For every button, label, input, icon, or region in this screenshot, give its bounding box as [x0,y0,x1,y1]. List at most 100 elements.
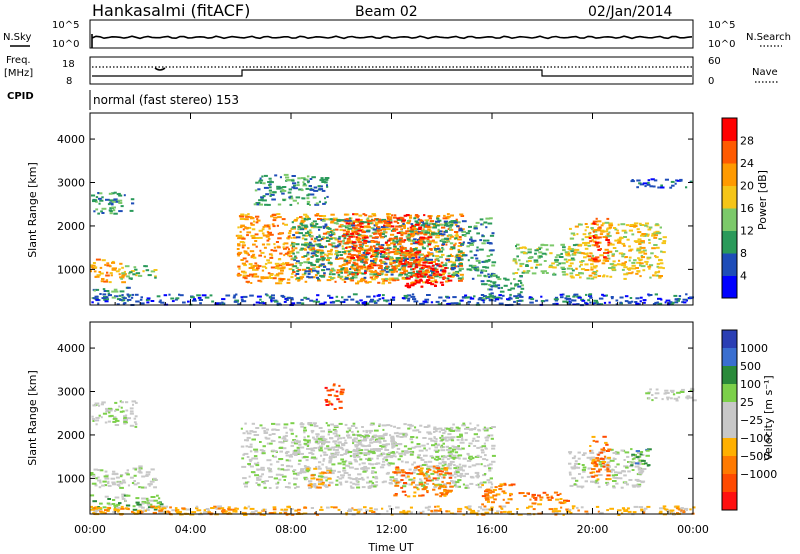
power-cell [649,294,653,296]
power-cell [262,182,266,185]
power-cell [239,215,245,218]
velocity-cell [676,391,681,394]
velocity-cell [448,476,453,479]
velocity-cell [443,467,447,470]
power-cell [357,223,362,226]
velocity-cell [114,473,119,476]
power-cell [438,274,443,276]
power-cell [130,296,134,299]
power-cell [370,249,375,252]
velocity-cell [364,452,369,455]
power-cell [277,203,282,206]
velocity-cell [427,468,432,471]
velocity-cell [327,484,331,487]
velocity-cell [297,472,302,475]
velocity-cell [392,452,396,455]
power-cell [449,255,454,257]
power-cell [398,240,402,243]
velocity-cell [289,428,294,431]
velocity-cell [616,477,620,480]
power-cell [345,260,349,263]
power-cell [405,230,410,233]
velocity-cell [90,494,95,497]
power-cell [284,223,288,226]
power-cell [385,273,389,276]
velocity-cell [321,482,325,485]
velocity-cell [303,426,307,429]
power-cell [281,188,285,191]
velocity-cell [353,456,357,458]
power-cell [320,237,324,240]
cpid-value: normal (fast stereo) 153 [93,93,239,107]
velocity-cell [483,426,486,429]
velocity-cell [369,463,374,466]
power-cell [428,217,432,220]
power-cell [593,229,599,232]
velocity-cell [410,441,414,444]
power-cell [589,296,593,299]
power-cell [455,235,458,238]
velocity-cell [432,465,436,468]
velocity-cell [304,465,310,468]
power-cell [170,297,175,300]
power-cell [415,261,420,263]
velocity-cell [430,439,435,442]
velocity-cell [605,450,610,452]
power-cell [534,252,537,255]
velocity-cell [121,401,124,404]
velocity-cell [326,389,332,392]
velocity-cell [566,499,570,502]
power-cell [322,236,325,239]
power-cell [257,279,262,282]
power-cell [593,266,597,269]
power-cell [254,240,258,242]
power-cell [308,229,312,232]
velocity-cell [608,461,611,464]
power-cell [454,223,458,226]
power-cell [312,250,317,253]
velocity-cell [241,465,247,468]
velocity-cell [418,449,424,452]
power-cell [335,251,338,254]
velocity-cell [433,436,436,439]
power-cell [218,303,222,306]
velocity-cell [607,478,612,481]
velocity-cell [422,473,425,476]
power-cell [486,279,491,282]
power-cell [281,218,286,221]
velocity-cell [281,475,287,478]
power-cell [648,226,653,229]
velocity-cell [248,458,253,461]
power-cell [337,244,341,247]
velocity-cell [367,451,373,454]
velocity-cell [379,445,383,447]
velocity-cell [637,457,640,460]
velocity-cell [313,425,319,428]
velocity-cell [135,401,138,404]
power-cell [387,246,390,249]
power-cell [583,256,587,259]
velocity-cell [602,447,605,450]
power-cell [309,204,311,206]
power-cell [237,265,241,268]
power-cell [420,267,423,270]
power-cell [301,243,304,246]
velocity-cell [594,482,600,485]
velocity-cell [499,483,505,486]
velocity-cell [460,447,465,450]
velocity-cell [418,483,424,486]
power-cell [481,223,484,226]
velocity-cell [290,432,294,435]
velocity-cell [409,438,414,441]
power-cell [533,260,539,263]
power-cell [321,178,327,181]
velocity-cell [123,418,128,421]
velocity-cell [342,436,346,439]
velocity-cell [326,400,331,403]
velocity-cell [344,439,347,442]
velocity-cell [271,422,276,425]
power-cell [488,296,494,299]
power-cell [490,292,494,295]
power-cell [454,265,458,268]
velocity-cell [575,479,579,482]
